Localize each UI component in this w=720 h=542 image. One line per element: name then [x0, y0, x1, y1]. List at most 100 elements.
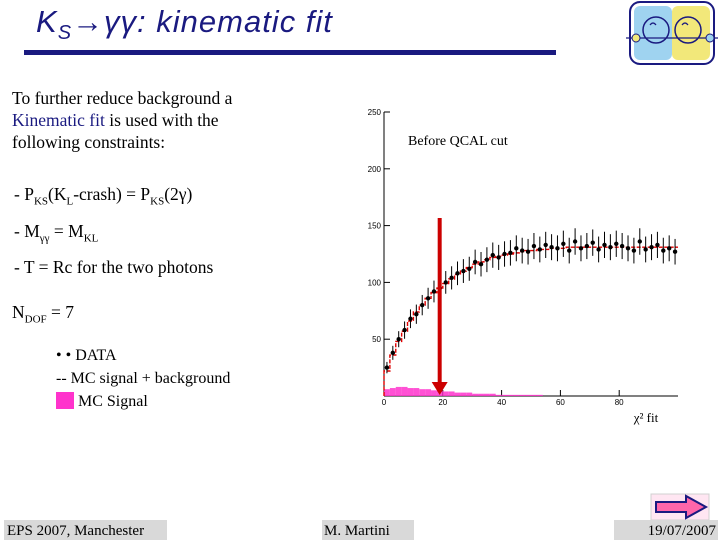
data-point: [396, 337, 401, 342]
mc-signal-bar: [407, 388, 414, 396]
chart-xlabel: χ² fit: [633, 410, 659, 425]
ndof-label: NDOF = 7: [12, 302, 75, 326]
x-tick-label: 20: [438, 398, 447, 407]
data-point: [514, 246, 519, 251]
y-tick-label: 100: [368, 278, 382, 287]
mc-signal-bar: [536, 394, 543, 396]
footer-conference: EPS 2007, Manchester: [4, 520, 167, 540]
legend-data: • • DATA: [56, 347, 117, 364]
data-point: [590, 240, 595, 245]
data-point: [608, 244, 613, 250]
data-point: [478, 262, 484, 267]
intro-text: To further reduce background a Kinematic…: [12, 88, 233, 152]
x-tick-label: 80: [615, 398, 624, 407]
x-tick-label: 60: [556, 398, 565, 407]
next-slide-arrow[interactable]: [650, 493, 710, 521]
data-point: [631, 248, 637, 253]
mc-signal-bar: [395, 386, 402, 396]
data-point: [484, 257, 490, 262]
slide-title: KS→γγ: kinematic fit: [36, 4, 333, 45]
data-point: [572, 239, 578, 244]
data-point: [549, 244, 554, 250]
x-tick-label: 40: [497, 398, 506, 407]
footer-author: M. Martini: [322, 520, 414, 540]
footer-date: 19/07/2007: [614, 520, 718, 540]
data-point: [425, 296, 431, 301]
mc-signal-bar: [472, 393, 479, 396]
data-point: [431, 289, 437, 294]
mc-signal-bar: [442, 391, 449, 396]
data-point: [408, 316, 413, 321]
data-point: [390, 350, 396, 356]
kinematic-fit-highlight: Kinematic fit: [12, 110, 105, 130]
mc-signal-bar: [389, 388, 396, 396]
data-point: [561, 241, 566, 246]
constraint-mass: - Mγγ = MKL: [14, 221, 99, 245]
mc-signal-bar: [384, 389, 390, 396]
mc-signal-bar: [460, 392, 467, 396]
data-point: [584, 243, 590, 249]
mc-signal-bar: [501, 394, 508, 396]
mc-signal-bar: [431, 390, 437, 396]
data-point: [643, 247, 648, 252]
data-point: [449, 275, 454, 281]
data-point: [467, 266, 472, 271]
y-tick-label: 200: [368, 165, 382, 174]
legend-mc-total: -- MC signal + background: [56, 370, 231, 387]
data-point: [661, 248, 666, 253]
mc-signal-swatch: [56, 392, 74, 409]
cut-arrow-head: [431, 382, 448, 395]
constraint-momentum: - PKS(KL-crash) = PKS(2γ): [14, 184, 193, 208]
data-point: [519, 248, 525, 253]
mc-signal-bar: [483, 393, 490, 396]
data-point: [502, 251, 507, 257]
data-point: [384, 365, 390, 370]
data-point: [537, 247, 543, 252]
mc-signal-bar: [401, 386, 408, 396]
data-point: [443, 280, 448, 285]
data-point: [567, 248, 572, 253]
constraint-time: - T = Rc for the two photons: [14, 257, 214, 277]
data-point: [625, 246, 631, 251]
mc-signal-bar: [466, 392, 473, 396]
y-tick-label: 150: [368, 222, 382, 231]
chart-annotation: Before QCAL cut: [408, 134, 508, 149]
data-point: [525, 249, 531, 254]
mc-signal-bar: [531, 394, 537, 396]
data-point: [496, 255, 501, 260]
y-tick-label: 250: [368, 108, 382, 117]
title-underline: [24, 50, 556, 55]
data-point: [555, 246, 560, 251]
data-point: [655, 242, 660, 248]
data-point: [543, 242, 548, 248]
data-point: [602, 242, 607, 248]
data-point: [402, 327, 407, 333]
kloe-logo: [626, 1, 718, 65]
data-point: [666, 246, 672, 251]
data-point: [490, 252, 495, 258]
mc-total-line: [383, 246, 678, 396]
data-point: [578, 246, 584, 251]
mc-signal-bar: [507, 394, 514, 396]
mc-signal-bar: [478, 393, 484, 396]
data-point: [649, 244, 654, 250]
mc-signal-bar: [513, 394, 520, 396]
x-tick-label: 0: [382, 398, 387, 407]
data-point: [508, 250, 513, 256]
mc-signal-bar: [454, 392, 461, 396]
data-point: [614, 241, 619, 246]
mc-signal-bar: [495, 394, 502, 396]
data-point: [461, 268, 466, 274]
mc-signal-bar: [413, 388, 420, 396]
data-point: [672, 249, 678, 254]
mc-signal-bar: [448, 391, 455, 396]
data-point: [414, 312, 419, 317]
data-point: [455, 271, 460, 276]
mc-signal-bar: [519, 394, 526, 396]
mc-signal-bar: [489, 393, 496, 396]
data-point: [420, 302, 425, 308]
data-point: [531, 243, 537, 249]
mc-signal-bar: [419, 389, 426, 396]
data-point: [637, 239, 642, 244]
